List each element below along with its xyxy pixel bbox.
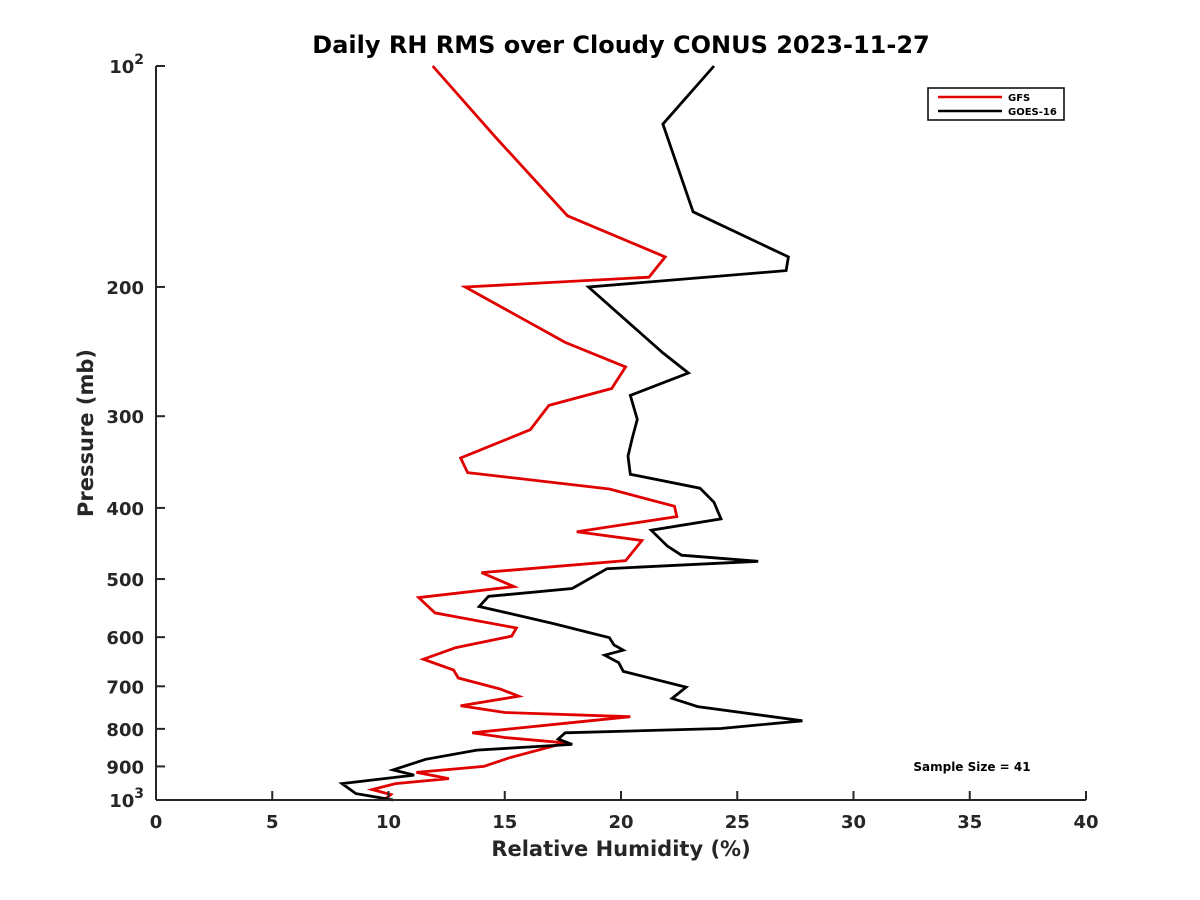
x-tick-label: 0 [150,812,163,833]
y-tick-label: 600 [106,628,144,649]
y-tick-label: 102 [109,52,144,78]
series-line-gfs [366,65,679,802]
legend-label-goes16: GOES-16 [1008,107,1057,118]
y-tick-label: 400 [106,499,144,520]
y-tick-label: 200 [106,278,144,299]
y-tick-label: 103 [109,786,144,812]
legend: GFS GOES-16 [927,87,1065,121]
legend-box [927,87,1065,121]
sample-size-annotation: Sample Size = 41 [913,760,1030,774]
x-tick-label: 20 [608,812,633,833]
y-tick-label: 300 [106,407,144,428]
y-tick-label: 500 [106,570,144,591]
x-tick-label: 30 [841,812,866,833]
x-axis-label: Relative Humidity (%) [491,837,750,861]
y-tick-label: 900 [106,757,144,778]
x-tick-label: 15 [492,812,517,833]
y-axis-ticks: 102 200 300 400 500 600 700 800 900 103 [106,52,165,812]
x-axis-ticks: 0 5 10 15 20 25 30 35 40 [150,791,1099,833]
series-line-goes16 [338,65,803,802]
x-tick-label: 40 [1073,812,1098,833]
series-lines [338,65,803,802]
y-tick-label: 800 [106,720,144,741]
chart-title: Daily RH RMS over Cloudy CONUS 2023-11-2… [312,31,929,59]
y-tick-label: 700 [106,677,144,698]
x-tick-label: 5 [266,812,279,833]
x-tick-label: 10 [376,812,401,833]
x-tick-label: 25 [725,812,750,833]
x-tick-label: 35 [957,812,982,833]
legend-label-gfs: GFS [1008,93,1030,104]
y-axis-label: Pressure (mb) [74,349,98,517]
